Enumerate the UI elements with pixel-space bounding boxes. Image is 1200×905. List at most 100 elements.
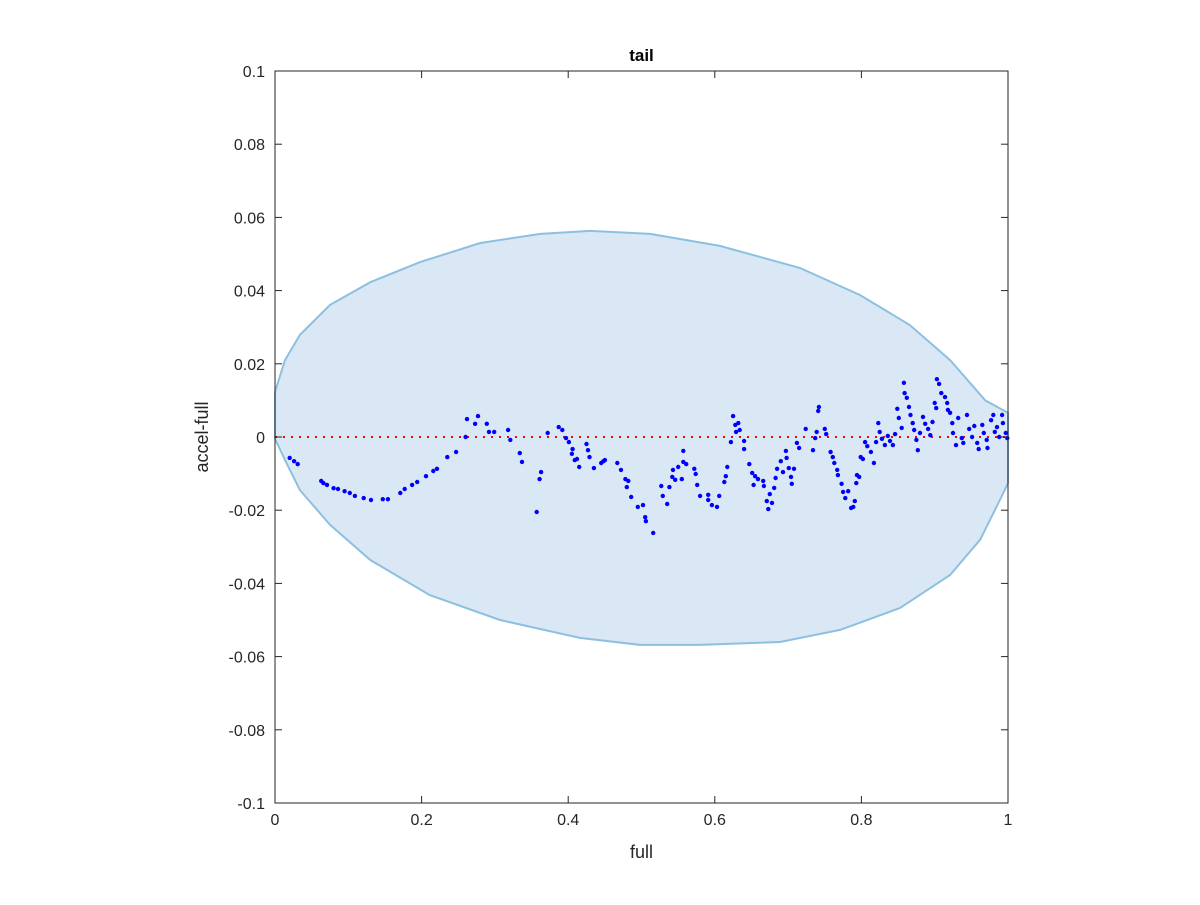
- data-point: [997, 434, 1002, 440]
- data-point: [730, 413, 736, 419]
- data-point: [751, 482, 756, 488]
- y-axis-label: accel-full: [192, 401, 212, 472]
- data-point: [750, 470, 755, 476]
- data-point: [570, 446, 575, 452]
- data-point: [969, 434, 975, 440]
- data-point: [928, 433, 933, 438]
- data-point: [852, 498, 857, 504]
- data-point: [877, 429, 882, 435]
- data-point: [778, 459, 783, 464]
- y-tick-label: 0.02: [234, 357, 265, 374]
- data-point: [839, 481, 844, 486]
- chart-title: tail: [629, 46, 654, 65]
- data-point: [492, 429, 497, 435]
- data-point: [728, 439, 734, 445]
- data-point: [942, 394, 948, 400]
- data-point: [695, 482, 700, 488]
- data-point: [925, 426, 931, 432]
- data-point: [591, 465, 597, 471]
- data-point: [665, 501, 670, 507]
- data-point: [890, 442, 896, 448]
- data-point: [415, 479, 420, 485]
- data-point: [660, 493, 665, 499]
- data-point: [670, 474, 675, 480]
- data-point: [862, 439, 868, 445]
- data-point: [566, 439, 572, 445]
- y-tick-label: -0.1: [237, 796, 265, 813]
- data-point: [774, 466, 780, 471]
- data-point: [714, 504, 720, 510]
- data-point: [723, 474, 728, 479]
- data-point: [920, 414, 926, 420]
- data-point: [824, 431, 829, 437]
- data-point: [914, 437, 919, 443]
- data-point: [651, 530, 656, 536]
- data-point: [846, 489, 851, 494]
- data-point: [923, 421, 928, 426]
- data-point: [851, 504, 856, 510]
- axis-ticks: 0 0.2 0.4 0.6 0.8 1 0.1 0.08 0.06 0.04 0.02 0 -0.02 -…: [229, 64, 1013, 829]
- data-point: [902, 390, 907, 396]
- data-point: [643, 515, 648, 520]
- data-point: [560, 427, 565, 433]
- data-point: [934, 377, 940, 382]
- data-point: [741, 438, 747, 444]
- data-point: [984, 437, 989, 443]
- data-point: [577, 464, 582, 470]
- data-point: [733, 429, 739, 435]
- data-point: [463, 434, 468, 440]
- data-point: [741, 446, 747, 452]
- data-point: [764, 498, 769, 504]
- data-point: [486, 429, 492, 435]
- data-point: [684, 461, 689, 467]
- data-point: [519, 459, 525, 465]
- data-point: [629, 494, 634, 500]
- data-point: [640, 502, 646, 508]
- y-tick-label: 0: [256, 430, 265, 447]
- data-point: [814, 429, 819, 435]
- data-point: [755, 476, 761, 482]
- data-point: [964, 412, 970, 418]
- data-point: [910, 420, 915, 426]
- data-point: [947, 410, 953, 415]
- data-point: [843, 495, 848, 501]
- data-point: [906, 404, 912, 410]
- data-point: [840, 489, 846, 495]
- data-point: [939, 390, 944, 396]
- data-point: [830, 454, 835, 460]
- data-point: [717, 493, 722, 499]
- data-point: [624, 484, 629, 490]
- y-tick-label: 0.1: [243, 64, 265, 81]
- data-point: [761, 478, 766, 484]
- data-point: [587, 454, 592, 460]
- data-point: [769, 500, 775, 506]
- data-point: [803, 426, 808, 432]
- data-point: [361, 495, 366, 501]
- data-point: [773, 475, 778, 481]
- data-point: [673, 477, 678, 482]
- data-point: [816, 408, 821, 414]
- data-point: [431, 468, 436, 474]
- data-point: [930, 419, 935, 425]
- data-point: [879, 436, 885, 441]
- data-point: [484, 421, 489, 426]
- data-point: [615, 460, 620, 466]
- data-point: [453, 449, 459, 455]
- data-point: [475, 413, 481, 419]
- data-point: [747, 461, 752, 467]
- data-point: [643, 519, 649, 524]
- data-point: [828, 449, 833, 455]
- data-point: [618, 467, 624, 473]
- data-point: [709, 502, 715, 508]
- data-point: [398, 490, 403, 496]
- data-point: [368, 497, 374, 503]
- data-point: [722, 479, 727, 485]
- data-point: [287, 455, 292, 461]
- x-tick-label: 0.6: [704, 812, 726, 829]
- data-point: [706, 492, 711, 497]
- data-point: [784, 455, 789, 461]
- data-point: [988, 418, 994, 423]
- data-point: [945, 400, 950, 406]
- data-point: [981, 430, 986, 436]
